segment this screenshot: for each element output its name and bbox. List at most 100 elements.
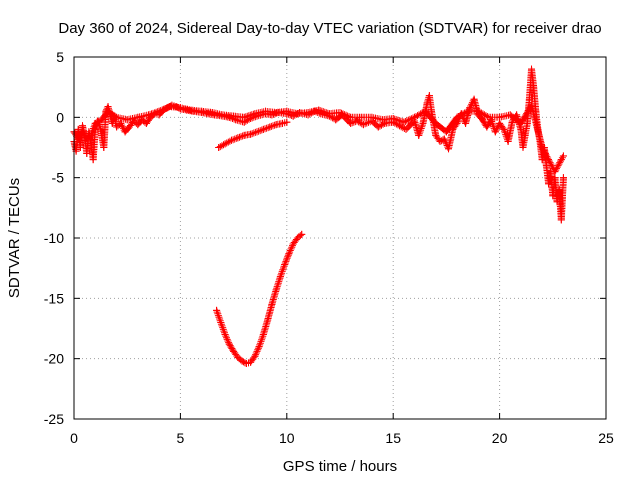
- tick-labels: 0 5 10 15 20 25 5 0 -5 -10 -15 -20 -25: [44, 49, 614, 446]
- data-point: [440, 135, 448, 143]
- data-point: [504, 137, 512, 145]
- data-point: [545, 156, 553, 164]
- data-point: [144, 111, 152, 119]
- x-tick-label: 15: [385, 430, 401, 446]
- data-point: [528, 101, 536, 109]
- data-point: [234, 353, 242, 361]
- data-point: [242, 359, 250, 367]
- data-point: [389, 115, 397, 123]
- data-point: [298, 230, 306, 238]
- data-point: [419, 119, 427, 127]
- data-point: [176, 104, 184, 112]
- x-tick-label: 5: [177, 430, 185, 446]
- data-point: [425, 92, 433, 100]
- y-tick-label: -20: [44, 351, 64, 367]
- data-point: [283, 107, 291, 115]
- data-point: [421, 107, 429, 115]
- data-point: [496, 119, 504, 127]
- data-point: [87, 140, 95, 148]
- data-point: [83, 150, 91, 158]
- data-point: [332, 116, 340, 124]
- data-point: [234, 134, 242, 142]
- data-point: [251, 352, 259, 360]
- data-point: [555, 186, 563, 194]
- data-point: [538, 144, 546, 151]
- data-point: [347, 119, 355, 127]
- data-point: [285, 250, 293, 258]
- data-point: [549, 192, 557, 200]
- y-axis-label: SDTVAR / TECUs: [6, 178, 23, 298]
- data-point: [528, 65, 536, 73]
- data-point: [79, 122, 87, 130]
- data-point: [359, 121, 367, 129]
- data-point: [353, 117, 361, 125]
- data-point: [134, 121, 142, 129]
- data-point: [470, 95, 478, 103]
- data-point: [117, 119, 125, 127]
- y-tick-label: -5: [52, 170, 65, 186]
- data-point: [538, 156, 546, 164]
- ticks: [73, 56, 607, 420]
- data-point: [240, 131, 248, 139]
- data-point: [462, 119, 470, 127]
- x-tick-label: 0: [70, 430, 78, 446]
- data-point: [410, 113, 418, 121]
- data-point: [108, 119, 116, 127]
- data-point: [266, 123, 274, 131]
- data-point: [74, 135, 82, 143]
- data-point: [559, 174, 567, 182]
- x-tick-label: 25: [598, 430, 614, 446]
- data-point: [187, 106, 195, 114]
- data-point: [272, 121, 280, 129]
- data-point: [276, 273, 284, 281]
- data-point: [496, 113, 504, 121]
- data-point: [491, 128, 499, 136]
- data-point: [436, 137, 444, 145]
- x-tick-label: 10: [279, 430, 295, 446]
- data-point: [215, 144, 223, 151]
- data-point: [464, 107, 472, 115]
- data-point: [264, 316, 272, 324]
- data-point: [259, 331, 267, 339]
- data-point: [272, 109, 280, 117]
- data-point: [74, 125, 82, 133]
- data-point: [283, 118, 291, 126]
- data-point: [238, 357, 246, 365]
- data-point: [523, 119, 531, 127]
- data-point: [104, 107, 112, 115]
- data-point: [208, 109, 216, 117]
- data-point: [423, 99, 431, 107]
- y-tick-label: -25: [44, 411, 64, 427]
- data-point: [121, 128, 129, 136]
- data-point: [553, 198, 561, 206]
- data-point: [221, 140, 229, 148]
- data-point: [517, 125, 525, 133]
- data-point: [517, 119, 525, 127]
- plot-area: [70, 65, 567, 367]
- data-point: [525, 95, 533, 103]
- data-point: [304, 109, 312, 117]
- data-point: [557, 156, 565, 164]
- data-point: [551, 168, 559, 176]
- data-point: [521, 131, 529, 139]
- data-point: [255, 343, 263, 351]
- data-point: [453, 113, 461, 121]
- data-point: [247, 130, 255, 138]
- data-point: [155, 107, 163, 115]
- x-tick-label: 20: [492, 430, 508, 446]
- series-secondary-segment: [215, 118, 291, 151]
- data-point: [379, 116, 387, 124]
- data-point: [374, 123, 382, 131]
- data-point: [76, 144, 84, 151]
- data-point: [230, 112, 238, 120]
- x-axis-label: GPS time / hours: [283, 458, 397, 475]
- data-point: [123, 116, 131, 124]
- data-point: [442, 128, 450, 136]
- data-point: [315, 106, 323, 114]
- data-point: [400, 118, 408, 126]
- data-point: [98, 131, 106, 139]
- data-point: [91, 119, 99, 127]
- data-point: [98, 116, 106, 124]
- data-point: [474, 107, 482, 115]
